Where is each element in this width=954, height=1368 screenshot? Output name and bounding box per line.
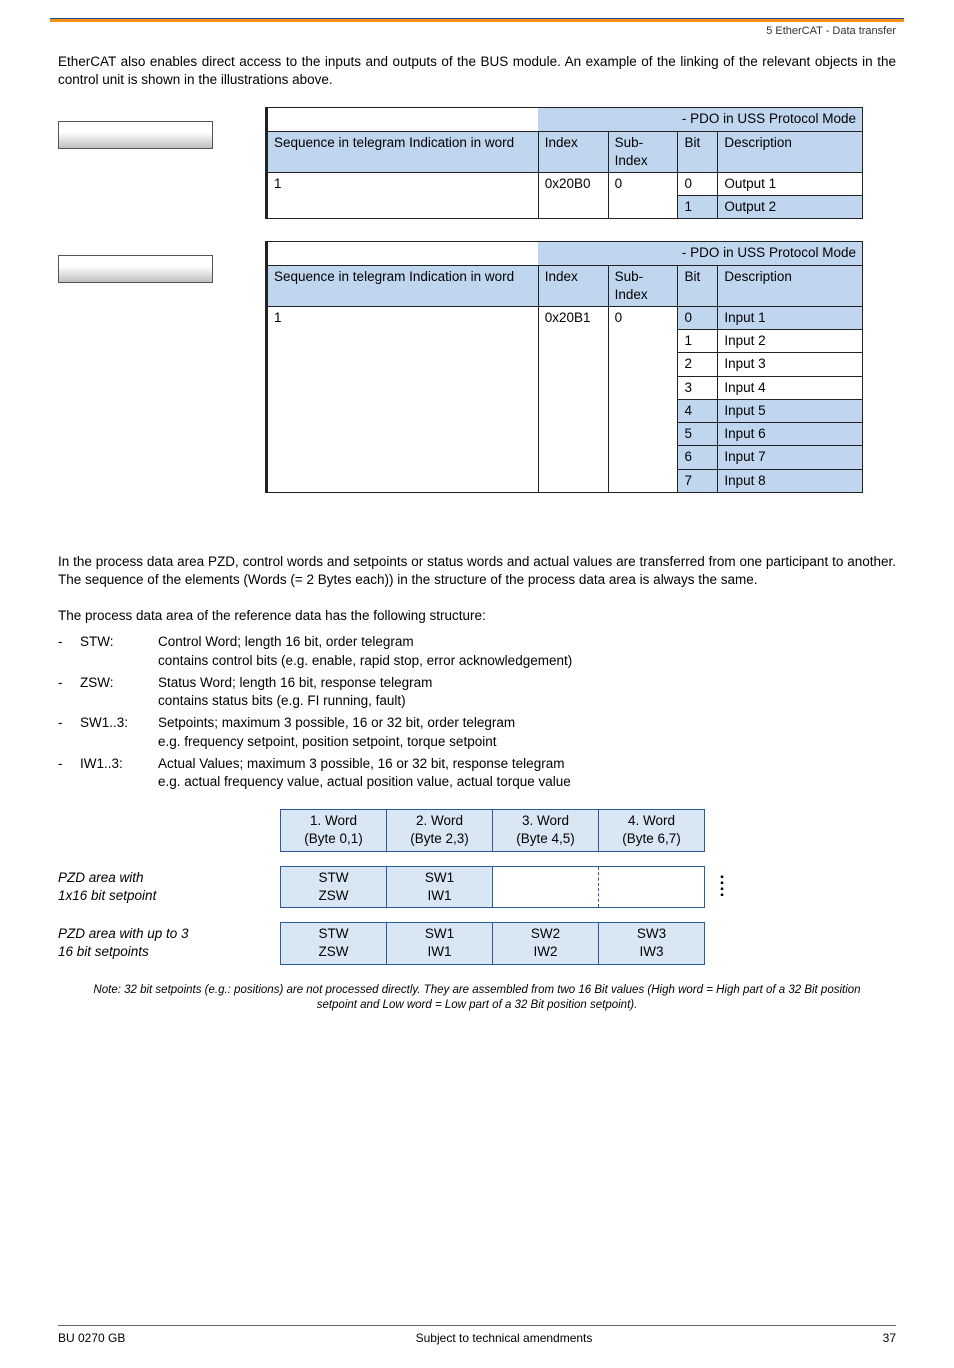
pzd-intro: In the process data area PZD, control wo…: [58, 553, 896, 589]
output-table: - PDO in USS Protocol Mode Sequence in t…: [265, 107, 863, 219]
word-structure-block: 1. Word(Byte 0,1) 2. Word(Byte 2,3) 3. W…: [58, 809, 896, 964]
vertical-dots-icon: ▪▪▪▪: [717, 875, 727, 899]
definition-list: -STW:Control Word; length 16 bit, order …: [58, 633, 896, 791]
input-table: - PDO in USS Protocol Mode Sequence in t…: [265, 241, 863, 492]
intro-paragraph: EtherCAT also enables direct access to t…: [58, 53, 896, 89]
footnote: Note: 32 bit setpoints (e.g.: positions)…: [78, 983, 876, 1014]
pzd-sub: The process data area of the reference d…: [58, 607, 896, 625]
output-label-box: [58, 121, 213, 149]
page-header: 5 EtherCAT - Data transfer: [58, 24, 896, 39]
input-label-box: [58, 255, 213, 283]
page-footer: BU 0270 GB Subject to technical amendmen…: [58, 1325, 896, 1346]
